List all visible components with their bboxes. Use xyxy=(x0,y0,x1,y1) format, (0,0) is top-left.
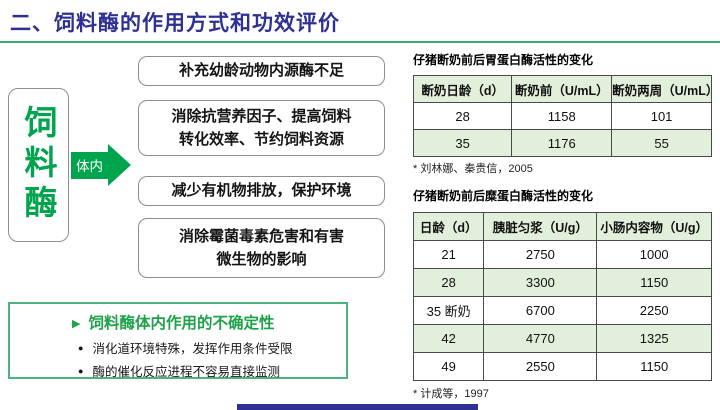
chymotrypsin-table-title: 仔猪断奶前后糜蛋白酶活性的变化 xyxy=(413,189,594,203)
table-cell: 35 断奶 xyxy=(412,296,485,325)
table-cell: 1176 xyxy=(511,129,613,157)
effect-box-antinutrition: 消除抗营养因子、提高饲料 转化效率、节约饲料资源 xyxy=(138,100,385,156)
table-row: 35 1176 55 xyxy=(412,129,712,157)
circle-bullet-icon: ● xyxy=(78,366,84,376)
uncertainty-bullet-text: 消化道环境特殊，发挥作用条件受限 xyxy=(92,342,293,356)
pepsin-table-title: 仔猪断奶前后胃蛋白酶活性的变化 xyxy=(413,53,594,67)
table-cell: 1150 xyxy=(596,268,712,297)
table-row: 49 2550 1150 xyxy=(412,352,712,381)
table-cell: 4770 xyxy=(483,324,598,353)
table-cell: 3300 xyxy=(483,268,598,297)
table-row: 28 3300 1150 xyxy=(412,268,712,297)
uncertainty-bullet-text: 酶的催化反应进程不容易直接监测 xyxy=(92,365,280,379)
table-cell: 1000 xyxy=(596,240,712,269)
table-cell: 1325 xyxy=(596,324,712,353)
uncertainty-title: ▶ 饲料酶体内作用的不确定性 xyxy=(72,311,346,333)
table-cell: 21 xyxy=(412,240,485,269)
chymotrypsin-table-citation: * 计成等，1997 xyxy=(413,388,489,400)
table-cell: 28 xyxy=(412,268,485,297)
table-cell: 2750 xyxy=(483,240,598,269)
table-cell: 55 xyxy=(611,129,712,157)
table-header-row: 断奶日龄（d） 断奶前（U/mL） 断奶两周（U/mL） xyxy=(412,75,712,103)
table-cell: 1158 xyxy=(511,102,613,130)
table-row: 42 4770 1325 xyxy=(412,324,712,353)
table-cell: 35 xyxy=(412,129,513,157)
pepsin-activity-table: 断奶日龄（d） 断奶前（U/mL） 断奶两周（U/mL） 28 1158 101 35 117… xyxy=(412,75,712,157)
table-cell: 42 xyxy=(412,324,485,353)
pepsin-table-citation: * 刘林娜、秦贵信，2005 xyxy=(413,163,533,175)
effect-box-environment: 减少有机物排放，保护环境 xyxy=(138,176,385,206)
table-cell: 2250 xyxy=(596,296,712,325)
circle-bullet-icon: ● xyxy=(78,343,84,353)
enzyme-source-box: 饲料酶 xyxy=(8,88,69,242)
table-cell: 2550 xyxy=(483,352,598,381)
footer-accent-bar xyxy=(237,404,478,410)
effect-box-supplement: 补充幼龄动物内源酶不足 xyxy=(138,56,385,86)
table-cell: 49 xyxy=(412,352,485,381)
page-title: 二、饲料酶的作用方式和功效评价 xyxy=(10,12,340,35)
table-row: 28 1158 101 xyxy=(412,102,712,130)
uncertainty-bullet: ● 消化道环境特殊，发挥作用条件受限 xyxy=(78,338,346,357)
table-row: 21 2750 1000 xyxy=(412,240,712,269)
triangle-bullet-icon: ▶ xyxy=(72,318,81,330)
in-vivo-arrow: 体内 xyxy=(71,144,131,186)
uncertainty-callout-box: ▶ 饲料酶体内作用的不确定性 ● 消化道环境特殊，发挥作用条件受限 ● 酶的催化反应进… xyxy=(8,302,348,379)
enzyme-source-label: 饲料酶 xyxy=(20,105,57,225)
chymotrypsin-activity-table: 日龄（d） 胰脏匀浆（U/g） 小肠内容物（U/g） 21 2750 1000 28 3300… xyxy=(412,212,712,381)
arrow-head-icon xyxy=(108,144,131,186)
uncertainty-title-text: 饲料酶体内作用的不确定性 xyxy=(88,315,275,332)
table-header-cell: 断奶两周（U/mL） xyxy=(611,75,712,103)
table-header-cell: 日龄（d） xyxy=(412,212,485,241)
title-underline-rule xyxy=(0,41,720,43)
table-header-cell: 断奶前（U/mL） xyxy=(511,75,613,103)
arrow-label: 体内 xyxy=(76,159,103,174)
table-header-cell: 小肠内容物（U/g） xyxy=(596,212,712,241)
table-row: 35 断奶 6700 2250 xyxy=(412,296,712,325)
table-cell: 28 xyxy=(412,102,513,130)
table-cell: 6700 xyxy=(483,296,598,325)
table-header-cell: 胰脏匀浆（U/g） xyxy=(483,212,598,241)
uncertainty-bullet: ● 酶的催化反应进程不容易直接监测 xyxy=(78,361,346,380)
table-cell: 1150 xyxy=(596,352,712,381)
effect-box-mycotoxin: 消除霉菌毒素危害和有害 微生物的影响 xyxy=(138,218,385,278)
arrow-body: 体内 xyxy=(71,151,108,179)
table-header-cell: 断奶日龄（d） xyxy=(412,75,513,103)
table-header-row: 日龄（d） 胰脏匀浆（U/g） 小肠内容物（U/g） xyxy=(412,212,712,241)
table-cell: 101 xyxy=(611,102,712,130)
